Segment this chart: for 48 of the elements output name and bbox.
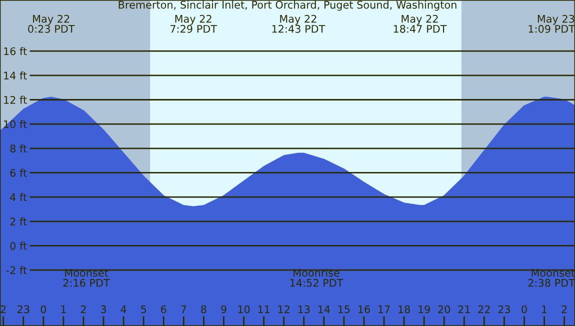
x-tick-label: 12 bbox=[278, 305, 290, 314]
y-tick-label: 0 ft bbox=[10, 242, 27, 250]
x-tick-label: 17 bbox=[378, 305, 390, 314]
x-tick-label: 3 bbox=[100, 305, 106, 314]
x-tick-label: 21 bbox=[458, 305, 470, 314]
x-tick-label: 0 bbox=[522, 305, 527, 314]
x-tick-label: 18 bbox=[398, 305, 410, 314]
annotation: Moonrise 14:52 PDT bbox=[290, 268, 344, 287]
x-tick-label: 5 bbox=[141, 305, 146, 314]
x-tick-label: 15 bbox=[338, 305, 350, 314]
x-tick-label: 0 bbox=[40, 305, 46, 314]
annotation: May 23 1:09 PDT bbox=[528, 14, 575, 33]
x-tick-label: 1 bbox=[61, 305, 66, 314]
x-tick-label: 23 bbox=[498, 305, 510, 314]
y-tick-label: 8 ft bbox=[10, 144, 27, 153]
annotation: May 22 18:47 PDT bbox=[394, 14, 447, 33]
annotation: May 22 12:43 PDT bbox=[272, 14, 326, 33]
x-tick-label: 7 bbox=[181, 305, 186, 314]
x-tick-label: 2 bbox=[0, 305, 6, 314]
annotation: May 22 0:23 PDT bbox=[28, 14, 75, 33]
x-tick-label: 14 bbox=[318, 305, 330, 314]
x-tick-label: 19 bbox=[418, 305, 430, 314]
x-tick-label: 1 bbox=[542, 305, 547, 314]
x-tick-label: 6 bbox=[161, 305, 166, 314]
y-tick-label: -2 ft bbox=[6, 266, 27, 274]
x-tick-label: 10 bbox=[238, 305, 250, 314]
y-tick-label: 14 ft bbox=[4, 71, 27, 80]
x-tick-label: 9 bbox=[221, 305, 226, 314]
x-tick-label: 22 bbox=[478, 305, 490, 314]
x-tick-label: 4 bbox=[120, 305, 126, 314]
annotation: Moonset 2:38 PDT bbox=[528, 268, 575, 287]
chart-title: Bremerton, Sinclair Inlet, Port Orchard, Puget Sound, Washington bbox=[118, 0, 456, 11]
y-tick-label: 16 ft bbox=[4, 47, 27, 56]
x-tick-label: 13 bbox=[298, 305, 310, 314]
y-tick-label: 10 ft bbox=[4, 120, 27, 128]
x-tick-label: 2 bbox=[80, 305, 86, 314]
y-tick-label: 12 ft bbox=[4, 96, 27, 104]
x-tick-label: 2 bbox=[562, 305, 567, 314]
y-tick-label: 6 ft bbox=[10, 168, 27, 177]
annotation: May 22 7:29 PDT bbox=[170, 14, 218, 33]
x-tick-label: 20 bbox=[438, 305, 450, 314]
x-tick-label: 23 bbox=[18, 305, 30, 314]
x-tick-label: 16 bbox=[358, 305, 370, 314]
x-tick-label: 8 bbox=[201, 305, 206, 314]
y-tick-label: 2 ft bbox=[10, 217, 27, 226]
y-tick-label: 4 ft bbox=[10, 193, 27, 202]
annotation: Moonset 2:16 PDT bbox=[63, 268, 110, 287]
x-tick-label: 11 bbox=[258, 305, 270, 314]
